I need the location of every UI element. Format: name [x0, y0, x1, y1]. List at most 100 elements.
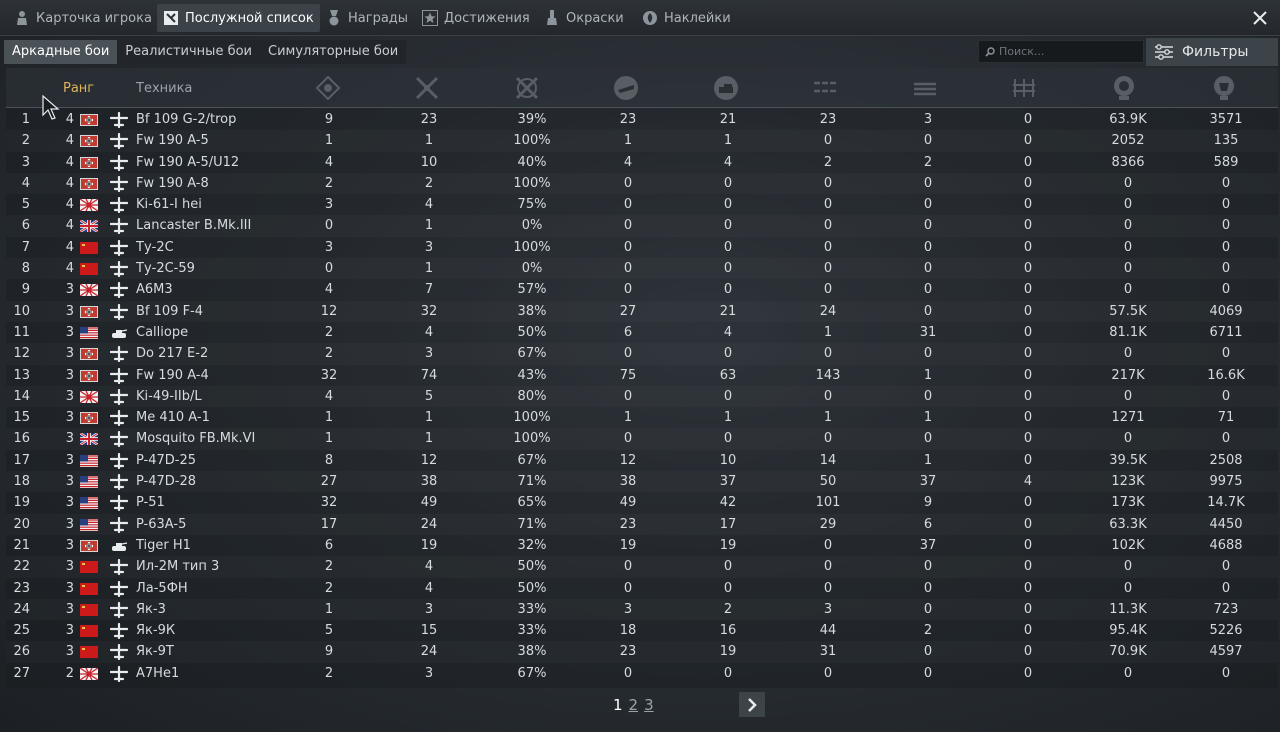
stat-cell: 173K	[1111, 495, 1145, 511]
vehicle-name: Calliope	[136, 324, 189, 340]
column-header-vehicle[interactable]: Техника	[136, 80, 193, 96]
lions-icon[interactable]	[1209, 73, 1239, 103]
stat-cell: 2	[923, 154, 933, 170]
stat-cell: 17	[320, 516, 338, 532]
table-row[interactable]: 14 3 Ki-49-IIb/L 4 5 80% 0 0 0 0 0 0 0	[6, 386, 1278, 407]
table-row[interactable]: 5 4 Ki-61-I hei 3 4 75% 0 0 0 0 0 0 0	[6, 194, 1278, 215]
win-rate-icon[interactable]	[512, 73, 542, 103]
aircraft-icon	[109, 452, 129, 469]
search-input[interactable]	[999, 45, 1139, 58]
filters-button[interactable]: Фильтры	[1146, 38, 1278, 66]
table-row[interactable]: 7 4 Ту-2С 3 3 100% 0 0 0 0 0 0 0	[6, 237, 1278, 258]
page-3-link[interactable]: 3	[644, 696, 654, 714]
table-row[interactable]: 2 4 Fw 190 A-5 1 1 100% 1 1 0 0 0 2052 135	[6, 130, 1278, 151]
column-header-rank[interactable]: Ранг	[63, 80, 95, 96]
table-row[interactable]: 13 3 Fw 190 A-4 32 74 43% 75 63 143 1 0 217K 16.6K	[6, 365, 1278, 386]
row-index: 16	[13, 431, 30, 447]
tab-service-record[interactable]: Послужной список	[157, 4, 320, 32]
stat-cell: 3	[424, 665, 434, 681]
table-row[interactable]: 18 3 P-47D-28 27 38 71% 38 37 50 37 4 123K 9975	[6, 471, 1278, 492]
stat-cell: 0	[723, 559, 733, 575]
aircraft-icon	[109, 601, 129, 618]
air-kills-icon[interactable]	[611, 73, 641, 103]
table-row[interactable]: 9 3 A6M3 4 7 57% 0 0 0 0 0 0 0	[6, 279, 1278, 300]
stat-cell: 0	[1123, 388, 1133, 404]
stat-cell: 9	[923, 495, 933, 511]
ground-kills-icon[interactable]	[711, 73, 741, 103]
mode-simulator[interactable]: Симуляторные бои	[260, 40, 407, 64]
table-row[interactable]: 16 3 Mosquito FB.Mk.VI 1 1 100% 0 0 0 0 0 0 0	[6, 428, 1278, 449]
table-row[interactable]: 24 3 Як-3 1 3 33% 3 2 3 0 0 11.3K 723	[6, 599, 1278, 620]
table-row[interactable]: 19 3 P-51 32 49 65% 49 42 101 9 0 173K 14.7K	[6, 492, 1278, 513]
row-index: 22	[13, 559, 30, 575]
stat-cell: 0	[823, 261, 833, 277]
stat-cell: 3	[823, 601, 833, 617]
stat-cell: 39.5K	[1109, 452, 1147, 468]
experience-icon[interactable]	[1109, 73, 1139, 103]
next-page-button[interactable]	[739, 692, 765, 717]
table-row[interactable]: 11 3 Calliope 2 4 50% 6 4 1 31 0 81.1K 6711	[6, 322, 1278, 343]
battles-icon[interactable]	[313, 73, 343, 103]
stat-cell: 1	[324, 601, 334, 617]
table-row[interactable]: 6 4 Lancaster B.Mk.III 0 1 0% 0 0 0 0 0 0 0	[6, 215, 1278, 236]
search-icon	[985, 46, 995, 57]
table-row[interactable]: 1 4 Bf 109 G-2/trop 9 23 39% 23 21 23 3 0 63.9K 3571	[6, 109, 1278, 130]
table-row[interactable]: 8 4 Ту-2С-59 0 1 0% 0 0 0 0 0 0 0	[6, 258, 1278, 279]
table-row[interactable]: 3 4 Fw 190 A-5/U12 4 10 40% 4 4 2 2 0 8366 589	[6, 152, 1278, 173]
table-row[interactable]: 10 3 Bf 109 F-4 12 32 38% 27 21 24 0 0 57.5K 4069	[6, 301, 1278, 322]
service-record-icon	[163, 10, 179, 26]
mode-realistic[interactable]: Реалистичные бои	[117, 40, 260, 64]
tab-decals[interactable]: Наклейки	[636, 4, 737, 32]
row-index: 9	[21, 282, 30, 298]
table-row[interactable]: 4 4 Fw 190 A-8 2 2 100% 0 0 0 0 0 0 0	[6, 173, 1278, 194]
stat-cell: 50%	[517, 559, 547, 575]
tab-achievements[interactable]: Достижения	[416, 4, 536, 32]
victories-icon[interactable]	[412, 73, 442, 103]
stat-cell: 21	[719, 303, 737, 319]
stat-cell: 75	[619, 367, 637, 383]
table-row[interactable]: 21 3 Tiger H1 6 19 32% 19 19 0 37 0 102K 4688	[6, 535, 1278, 556]
game-mode-selector: Аркадные бои Реалистичные бои Симуляторн…	[4, 40, 407, 64]
stat-cell: 1	[324, 410, 334, 426]
table-row[interactable]: 23 3 Ла-5ФН 2 4 50% 0 0 0 0 0 0 0	[6, 578, 1278, 599]
table-row[interactable]: 26 3 Як-9Т 9 24 38% 23 19 31 0 0 70.9K 4597	[6, 641, 1278, 662]
ships-icon[interactable]	[910, 73, 940, 103]
table-row[interactable]: 27 2 A7He1 2 3 67% 0 0 0 0 0 0 0	[6, 663, 1278, 684]
close-button[interactable]	[1248, 6, 1272, 30]
row-index: 14	[13, 388, 30, 404]
table-row[interactable]: 22 3 Ил-2М тип 3 2 4 50% 0 0 0 0 0 0 0	[6, 556, 1278, 577]
stat-cell: 100%	[513, 431, 551, 447]
tab-skins[interactable]: Окраски	[538, 4, 630, 32]
rank-value: 2	[65, 665, 74, 681]
table-row[interactable]: 12 3 Do 217 E-2 2 3 67% 0 0 0 0 0 0 0	[6, 343, 1278, 364]
stat-cell: 27	[320, 474, 338, 490]
stat-cell: 0	[1023, 197, 1033, 213]
vehicle-name: Fw 190 A-5/U12	[136, 154, 240, 170]
stat-cell: 0	[923, 431, 933, 447]
page-1-link[interactable]: 1	[613, 696, 623, 714]
rank-value: 3	[65, 303, 74, 319]
destroyed-icon[interactable]	[810, 73, 840, 103]
tab-player-card[interactable]: Карточка игрока	[8, 4, 158, 32]
mode-arcade[interactable]: Аркадные бои	[4, 40, 118, 64]
table-row[interactable]: 17 3 P-47D-25 8 12 67% 12 10 14 1 0 39.5K 2508	[6, 450, 1278, 471]
stat-cell: 9975	[1209, 474, 1243, 490]
rank-value: 3	[65, 601, 74, 617]
stat-cell: 0	[1023, 282, 1033, 298]
vehicle-name: Bf 109 F-4	[136, 303, 204, 319]
stat-cell: 0	[1123, 580, 1133, 596]
row-index: 18	[13, 474, 30, 490]
page-2-link[interactable]: 2	[628, 696, 639, 714]
table-row[interactable]: 25 3 Як-9К 5 15 33% 18 16 44 2 0 95.4K 5226	[6, 620, 1278, 641]
rank-value: 3	[65, 431, 74, 447]
table-row[interactable]: 15 3 Me 410 A-1 1 1 100% 1 1 1 1 0 1271 71	[6, 407, 1278, 428]
stat-cell: 4	[623, 154, 633, 170]
bases-icon[interactable]	[1009, 73, 1039, 103]
flag-japan-icon	[79, 283, 99, 297]
stat-cell: 1	[324, 133, 334, 149]
flag-germany-icon	[80, 539, 98, 552]
tab-label: Достижения	[444, 10, 530, 26]
tab-awards[interactable]: Награды	[320, 4, 414, 32]
table-row[interactable]: 20 3 P-63A-5 17 24 71% 23 17 29 6 0 63.3K 4450	[6, 514, 1278, 535]
flag-britain-icon	[79, 219, 99, 234]
